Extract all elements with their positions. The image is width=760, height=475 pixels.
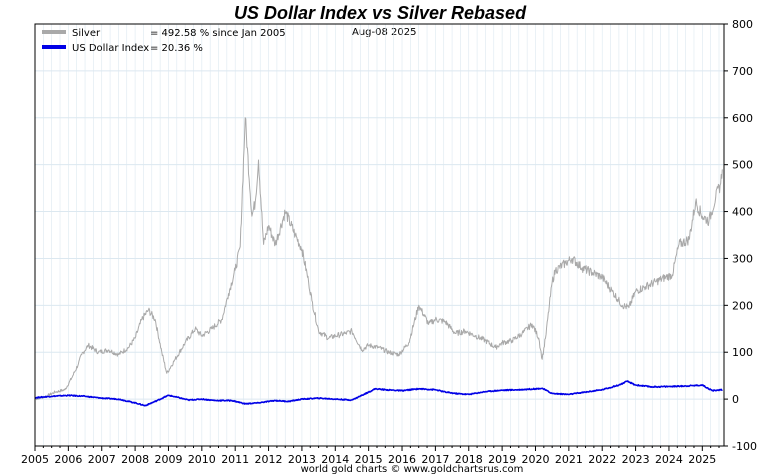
x-tick-label: 2017 [421,453,449,466]
y-axis-ticks: -100 0 100 200 300 400 500 600 700 800 [724,18,757,453]
series-line-usd [34,380,723,407]
x-tick-label: 2010 [188,453,216,466]
series-line-silver [34,117,723,401]
legend-label-usd: US Dollar Index [72,43,149,54]
x-tick-label: 2023 [622,453,650,466]
x-tick-label: 2022 [588,453,616,466]
x-tick-label: 2024 [655,453,683,466]
y-tick-label: 300 [732,252,753,265]
y-tick-label: 100 [732,346,753,359]
x-tick-label: 2013 [288,453,316,466]
x-tick-label: 2018 [455,453,483,466]
x-tick-label: 2014 [321,453,349,466]
legend-note-usd: = 20.36 % [150,43,203,54]
x-tick-label: 2021 [555,453,583,466]
legend: Silver = 492.58 % since Jan 2005 US Doll… [42,28,286,54]
y-tick-label: 400 [732,206,753,219]
date-label: Aug-08 2025 [352,27,417,38]
x-tick-label: 2011 [221,453,249,466]
x-tick-label: 2008 [121,453,149,466]
grid [34,23,724,447]
x-tick-label: 2015 [355,453,383,466]
plot-lines [34,117,723,407]
legend-note-silver: = 492.58 % since Jan 2005 [150,28,286,39]
y-tick-label: 600 [732,112,753,125]
x-tick-label: 2006 [54,453,82,466]
x-tick-label: 2016 [388,453,416,466]
footer-credit: world gold charts © www.goldchartsrus.co… [301,464,524,475]
y-tick-label: -100 [732,440,757,453]
y-tick-label: 0 [732,393,739,406]
x-tick-label: 2020 [521,453,549,466]
y-tick-label: 500 [732,159,753,172]
plot-frame [34,23,725,447]
x-tick-label: 2019 [488,453,516,466]
x-tick-label: 2005 [21,453,49,466]
y-tick-label: 200 [732,299,753,312]
chart-title: US Dollar Index vs Silver Rebased [234,3,527,23]
x-tick-label: 2012 [255,453,283,466]
y-tick-label: 700 [732,65,753,78]
y-tick-label: 800 [732,18,753,31]
x-tick-label: 2009 [154,453,182,466]
legend-label-silver: Silver [72,28,101,39]
x-axis-ticks: 2005 2006 2007 2008 2009 2010 2011 2012 2013 2014… [21,446,720,466]
x-tick-label: 2007 [88,453,116,466]
x-tick-label: 2025 [688,453,716,466]
